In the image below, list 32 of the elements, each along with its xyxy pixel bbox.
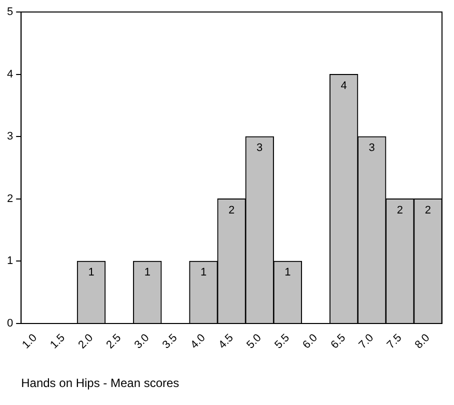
x-tick-label: 7.5 bbox=[384, 332, 404, 352]
x-tick-label: 3.0 bbox=[132, 332, 152, 352]
x-axis-title: Hands on Hips - Mean scores bbox=[21, 376, 180, 390]
x-tick-label: 5.5 bbox=[272, 332, 292, 352]
data-label: 1 bbox=[200, 266, 207, 279]
y-tick-label: 1 bbox=[6, 255, 14, 268]
y-tick-label: 3 bbox=[6, 130, 14, 143]
data-label: 1 bbox=[144, 266, 150, 279]
x-tick-label: 1.5 bbox=[48, 332, 68, 352]
data-label: 2 bbox=[424, 204, 432, 216]
y-tick-label: 2 bbox=[6, 192, 14, 205]
x-tick-label: 8.0 bbox=[412, 332, 432, 352]
y-tick-label: 5 bbox=[6, 6, 14, 18]
data-label: 3 bbox=[256, 142, 263, 154]
x-tick-label: 4.5 bbox=[216, 332, 236, 352]
x-tick-label: 7.0 bbox=[356, 332, 376, 352]
data-label: 4 bbox=[340, 80, 347, 92]
x-tick-label: 1.0 bbox=[20, 332, 40, 352]
x-tick-label: 4.0 bbox=[188, 332, 208, 352]
data-label: 2 bbox=[228, 204, 235, 216]
data-label: 1 bbox=[284, 266, 291, 279]
x-tick-label: 2.0 bbox=[76, 332, 96, 352]
data-label: 2 bbox=[396, 204, 403, 216]
x-tick-label: 5.0 bbox=[244, 332, 264, 352]
x-tick-label: 2.5 bbox=[104, 332, 124, 352]
y-tick-label: 0 bbox=[6, 317, 14, 330]
data-label: 1 bbox=[88, 266, 94, 279]
x-tick-label: 6.0 bbox=[300, 332, 320, 352]
data-label: 3 bbox=[368, 142, 375, 154]
x-tick-label: 3.5 bbox=[160, 332, 180, 352]
x-tick-label: 6.5 bbox=[328, 332, 348, 352]
y-tick-label: 4 bbox=[6, 68, 14, 80]
